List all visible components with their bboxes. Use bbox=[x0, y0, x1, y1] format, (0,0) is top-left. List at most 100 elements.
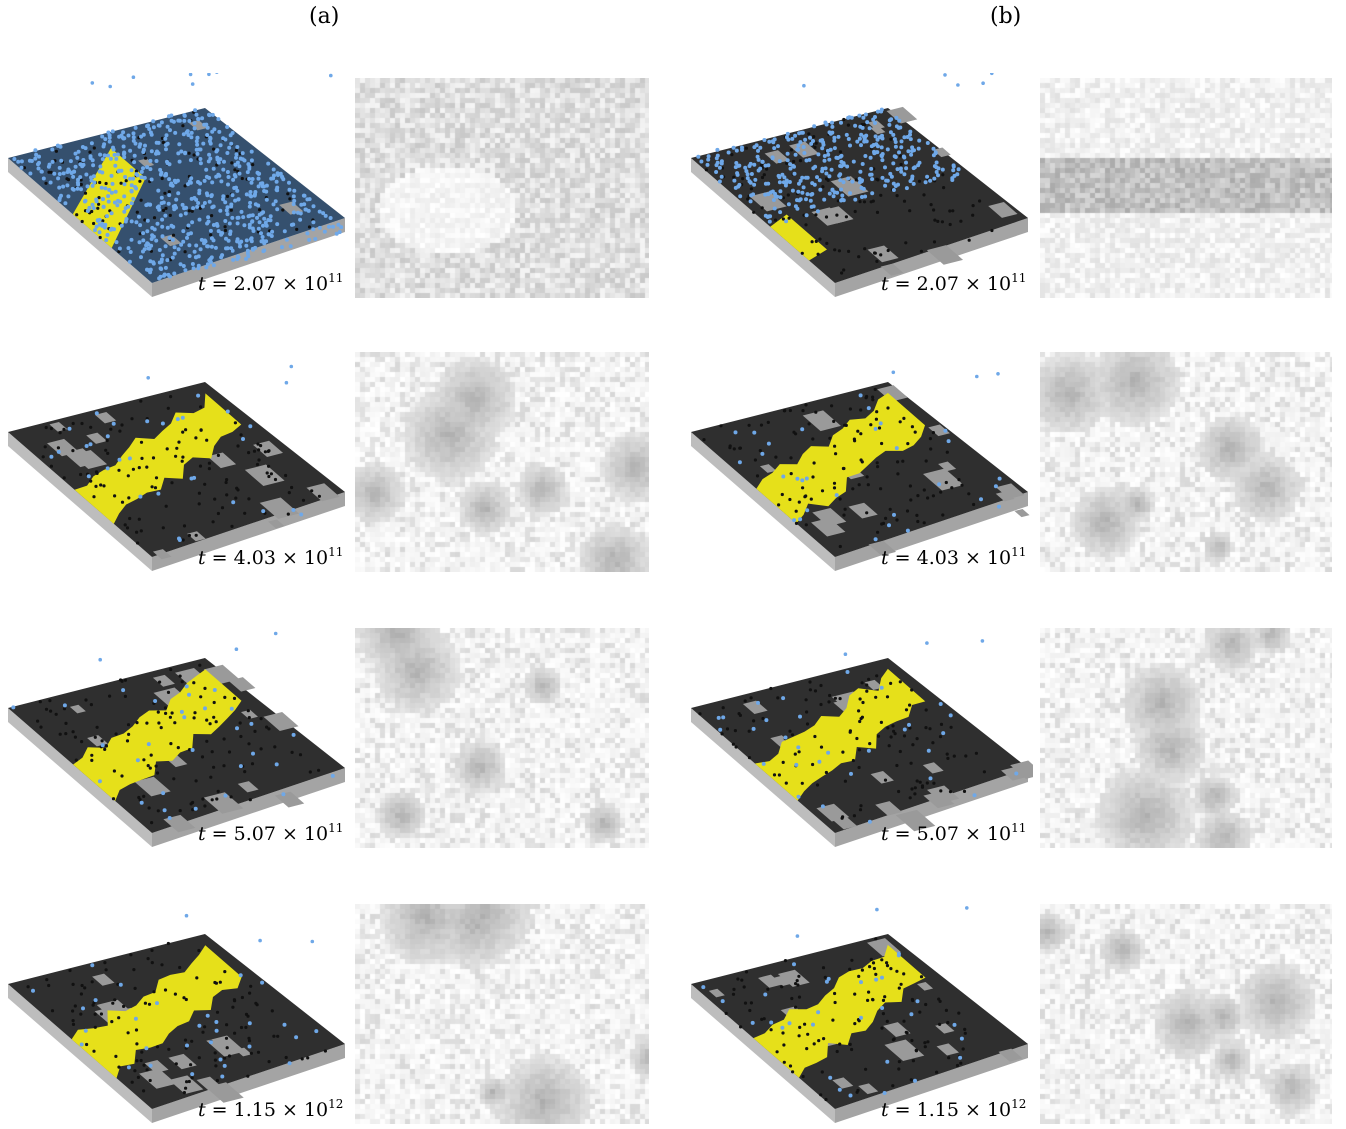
time-label: t = 4.03 × 1011 bbox=[198, 545, 343, 569]
time-mantissa: 5.07 bbox=[233, 823, 276, 845]
time-symbol: t bbox=[198, 547, 206, 569]
height-map bbox=[355, 628, 649, 848]
panel-label-b: (b) bbox=[990, 4, 1022, 29]
time-symbol: t bbox=[198, 273, 206, 295]
island-patch bbox=[858, 1083, 879, 1095]
equals-sign: = bbox=[888, 1099, 917, 1121]
island-patch bbox=[306, 483, 340, 502]
step-band bbox=[770, 214, 827, 261]
time-exponent: 11 bbox=[1011, 545, 1027, 559]
slab-right-face bbox=[152, 1044, 345, 1123]
island-patch bbox=[1010, 760, 1033, 779]
island-patch bbox=[917, 981, 934, 991]
island-patch bbox=[926, 245, 964, 265]
height-map bbox=[1040, 352, 1332, 572]
island-patch bbox=[922, 762, 944, 774]
times-ten: × 10 bbox=[275, 273, 329, 295]
island-patch bbox=[1001, 767, 1027, 781]
island-patch bbox=[802, 410, 841, 432]
time-exponent: 12 bbox=[1011, 1097, 1027, 1111]
time-symbol: t bbox=[881, 823, 889, 845]
height-map-canvas bbox=[355, 904, 649, 1124]
time-exponent: 11 bbox=[1011, 821, 1027, 835]
adatoms bbox=[11, 631, 335, 820]
island-patch bbox=[263, 712, 299, 731]
surface-slab-render bbox=[691, 370, 1030, 571]
island-patch bbox=[936, 1043, 959, 1056]
island-patch bbox=[759, 464, 777, 473]
height-map-canvas bbox=[355, 628, 649, 848]
slab-front-face bbox=[691, 984, 835, 1123]
slab-front-face bbox=[8, 984, 152, 1123]
island-patch bbox=[228, 677, 256, 692]
time-mantissa: 5.07 bbox=[916, 823, 959, 845]
surface-slab-render bbox=[691, 639, 1033, 847]
adatoms bbox=[733, 370, 1002, 542]
island-patch bbox=[95, 411, 117, 424]
island-patch bbox=[832, 1077, 854, 1089]
surface-slab-render bbox=[8, 364, 345, 571]
island-patch bbox=[884, 1039, 925, 1062]
height-map-canvas bbox=[1040, 904, 1332, 1124]
island-patch bbox=[268, 519, 285, 529]
adatoms bbox=[716, 639, 1019, 824]
height-map bbox=[355, 78, 649, 298]
time-mantissa: 1.15 bbox=[233, 1099, 276, 1121]
island-patch bbox=[995, 491, 1015, 502]
island-patch bbox=[867, 245, 899, 263]
time-mantissa: 2.07 bbox=[233, 273, 276, 295]
height-map-canvas bbox=[355, 352, 649, 572]
slab-right-face bbox=[835, 768, 1028, 847]
slab-front-face bbox=[691, 158, 835, 297]
equals-sign: = bbox=[888, 823, 917, 845]
substrate-atoms bbox=[26, 941, 327, 1095]
time-label: t = 1.15 × 1012 bbox=[881, 1097, 1026, 1121]
times-ten: × 10 bbox=[958, 1099, 1012, 1121]
island-patch bbox=[922, 468, 964, 491]
time-label: t = 5.07 × 1011 bbox=[881, 821, 1026, 845]
times-ten: × 10 bbox=[275, 823, 329, 845]
island-patch bbox=[864, 679, 884, 690]
island-patch bbox=[203, 664, 240, 684]
island-patch bbox=[163, 814, 196, 833]
island-patch bbox=[138, 158, 155, 168]
step-band bbox=[73, 669, 242, 802]
island-patch bbox=[870, 771, 894, 784]
island-patch bbox=[196, 1076, 222, 1091]
slab-right-face bbox=[152, 768, 345, 847]
island-patch bbox=[938, 461, 957, 472]
step-band bbox=[72, 148, 146, 248]
island-patch bbox=[868, 540, 897, 556]
time-label: t = 1.15 × 1012 bbox=[198, 1097, 343, 1121]
island-patch bbox=[764, 150, 790, 164]
surface-slab-render bbox=[8, 913, 345, 1123]
adatoms bbox=[31, 913, 319, 1079]
time-symbol: t bbox=[198, 823, 206, 845]
adatoms bbox=[696, 73, 994, 224]
island-patch bbox=[811, 517, 846, 537]
panel-label-a: (a) bbox=[309, 4, 340, 29]
substrate-atoms bbox=[724, 937, 967, 1102]
island-patch bbox=[708, 988, 725, 998]
island-patch bbox=[848, 502, 878, 519]
height-map-canvas bbox=[1040, 352, 1332, 572]
height-map-canvas bbox=[1040, 628, 1332, 848]
island-patch bbox=[742, 700, 768, 715]
time-label: t = 5.07 × 1011 bbox=[198, 821, 343, 845]
island-patch bbox=[867, 120, 885, 130]
height-map-canvas bbox=[1040, 78, 1332, 298]
slab-right-face bbox=[835, 1044, 1028, 1123]
equals-sign: = bbox=[205, 547, 234, 569]
time-exponent: 11 bbox=[1011, 271, 1027, 285]
time-mantissa: 2.07 bbox=[916, 273, 959, 295]
slab-front-face bbox=[691, 708, 835, 847]
island-patch bbox=[749, 191, 787, 212]
slab-front-face bbox=[8, 158, 152, 297]
island-patch bbox=[144, 1060, 169, 1073]
time-exponent: 12 bbox=[328, 1097, 344, 1111]
island-patch bbox=[988, 202, 1018, 218]
height-map bbox=[355, 352, 649, 572]
island-patch bbox=[139, 1068, 177, 1089]
island-patch bbox=[998, 1048, 1023, 1062]
time-label: t = 2.07 × 1011 bbox=[881, 271, 1026, 295]
